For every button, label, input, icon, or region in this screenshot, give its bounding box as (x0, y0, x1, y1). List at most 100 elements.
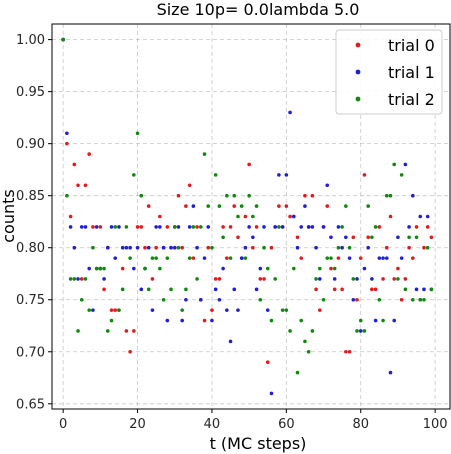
data-point (176, 225, 181, 229)
data-point (366, 235, 370, 240)
data-point (172, 225, 177, 229)
data-point (228, 256, 233, 260)
data-point (414, 225, 419, 229)
data-point (94, 225, 99, 229)
data-point (169, 245, 173, 250)
data-point (340, 225, 344, 229)
data-point (109, 318, 114, 323)
data-point (210, 318, 214, 323)
data-point (377, 256, 382, 260)
data-point (358, 256, 363, 260)
data-point (206, 225, 211, 229)
data-point (351, 235, 356, 240)
x-tick-label: 20 (129, 417, 146, 432)
data-point (262, 225, 266, 229)
data-point (187, 225, 192, 229)
data-point (310, 329, 315, 333)
data-point (265, 360, 270, 364)
data-point (221, 235, 225, 240)
x-tick-label: 80 (352, 417, 369, 432)
data-point (288, 214, 292, 219)
data-point (407, 245, 411, 250)
data-point (373, 287, 378, 292)
data-point (321, 225, 326, 229)
data-point (269, 318, 274, 323)
data-point (76, 277, 80, 281)
data-point (329, 256, 333, 260)
data-point (247, 162, 251, 167)
data-point (154, 256, 158, 260)
data-point (225, 256, 229, 260)
data-point (254, 287, 259, 292)
data-point (76, 329, 80, 333)
chart-title: Size 10p= 0.0lambda 5.0 (157, 0, 360, 19)
data-point (258, 266, 263, 271)
x-tick-label: 100 (423, 417, 448, 432)
data-point (425, 245, 430, 250)
data-point (392, 277, 397, 281)
data-point (355, 297, 359, 302)
y-tick-label: 0.65 (16, 397, 45, 412)
data-point (366, 204, 370, 208)
data-point (202, 256, 207, 260)
data-point (377, 297, 382, 302)
data-point (403, 287, 408, 292)
data-point (128, 349, 132, 354)
legend: trial 0 trial 1 trial 2 (335, 29, 443, 115)
data-point (213, 287, 218, 292)
data-point (146, 287, 151, 292)
data-point (418, 214, 423, 219)
data-point (87, 152, 91, 156)
data-point (191, 225, 196, 229)
data-point (165, 318, 170, 323)
data-point (429, 235, 434, 240)
y-tick-label: 0.80 (16, 241, 45, 256)
data-point (254, 204, 259, 208)
data-point (277, 225, 281, 229)
data-point (284, 308, 289, 312)
data-point (202, 318, 207, 323)
data-point (120, 266, 125, 271)
data-point (340, 245, 344, 250)
data-point (169, 287, 173, 292)
data-point (299, 225, 304, 229)
data-point (291, 214, 296, 219)
data-point (232, 204, 237, 208)
data-point (277, 173, 281, 177)
y-tick-label: 0.75 (16, 293, 45, 308)
data-point (102, 277, 106, 281)
data-point (113, 256, 118, 260)
data-point (76, 183, 80, 188)
data-point (384, 245, 389, 250)
data-point (210, 308, 214, 312)
data-point (158, 266, 162, 271)
data-point (102, 266, 106, 271)
data-point (154, 225, 158, 229)
data-point (351, 277, 356, 281)
data-point (91, 245, 95, 250)
data-point (150, 256, 155, 260)
legend-marker (355, 96, 361, 102)
data-point (239, 204, 244, 208)
data-point (318, 266, 322, 271)
data-point (150, 277, 155, 281)
x-tick-label: 60 (278, 417, 295, 432)
data-point (98, 225, 103, 229)
data-point (388, 193, 393, 198)
data-point (191, 204, 196, 208)
data-point (139, 225, 144, 229)
series-layer (61, 37, 434, 396)
data-point (139, 193, 144, 198)
data-point (358, 329, 363, 333)
data-point (206, 204, 211, 208)
data-point (336, 245, 341, 250)
data-point (72, 245, 77, 250)
data-point (370, 287, 374, 292)
data-point (370, 277, 374, 281)
data-point (195, 277, 199, 281)
data-point (318, 277, 322, 281)
data-point (161, 245, 166, 250)
data-point (325, 183, 330, 188)
data-point (150, 308, 155, 312)
